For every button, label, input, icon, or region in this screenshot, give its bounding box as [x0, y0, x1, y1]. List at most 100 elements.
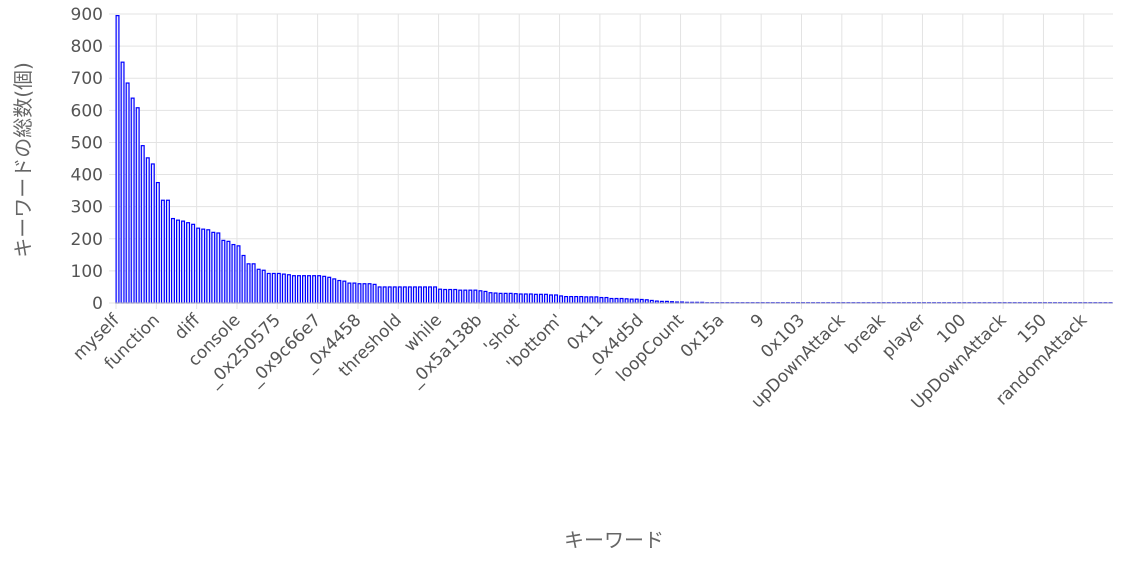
bar — [307, 275, 312, 304]
bar — [226, 240, 231, 304]
bar — [407, 286, 412, 304]
bar — [614, 297, 619, 304]
bar — [523, 293, 528, 304]
bar — [266, 272, 271, 304]
bar — [362, 283, 367, 304]
bar — [155, 181, 160, 304]
x-axis-title: キーワード — [564, 528, 664, 552]
bar — [327, 276, 332, 304]
bar — [145, 157, 150, 304]
bar — [458, 289, 463, 304]
bar — [533, 293, 538, 304]
bar — [246, 263, 251, 304]
bar — [488, 292, 493, 304]
bar — [453, 288, 458, 304]
bar — [609, 297, 614, 304]
x-tick-label: 9 — [747, 310, 769, 332]
y-tick-label: 500 — [71, 133, 103, 153]
bar — [281, 273, 286, 304]
bar — [231, 243, 236, 304]
bar — [397, 286, 402, 304]
bar — [181, 220, 186, 304]
bar — [528, 293, 533, 304]
bar — [599, 296, 604, 304]
bar — [135, 107, 140, 304]
bar — [468, 289, 473, 304]
bar — [357, 283, 362, 304]
bar — [271, 272, 276, 304]
y-tick-label: 300 — [71, 198, 103, 218]
bar — [422, 286, 427, 304]
bar — [261, 269, 266, 304]
y-tick-label: 700 — [71, 69, 103, 89]
y-tick-label: 400 — [71, 166, 103, 186]
bar — [367, 283, 372, 304]
y-tick-label: 800 — [71, 37, 103, 57]
bar — [175, 219, 181, 304]
bar — [574, 295, 579, 304]
bar — [236, 245, 241, 304]
bar — [548, 294, 554, 304]
bar — [624, 298, 629, 304]
bar — [241, 254, 246, 304]
bar — [498, 292, 503, 304]
bar — [125, 82, 130, 304]
bar — [201, 228, 206, 304]
x-tick-label: 0x15a — [677, 310, 729, 362]
y-tick-label: 900 — [71, 5, 103, 25]
bar — [564, 295, 569, 304]
bar — [513, 293, 518, 304]
bar — [584, 296, 589, 304]
bar — [579, 295, 584, 304]
bar — [594, 296, 599, 304]
bar — [150, 163, 155, 304]
bar — [342, 280, 347, 304]
bar — [347, 282, 352, 304]
y-tick-label: 600 — [71, 101, 103, 121]
bar — [483, 290, 488, 304]
bar — [387, 286, 392, 304]
bar — [473, 289, 478, 304]
bar — [337, 279, 342, 304]
y-axis-title: キーワードの総数(個) — [11, 62, 35, 258]
bar — [322, 275, 327, 304]
x-tick-label: diff — [171, 309, 205, 343]
x-tick-label: player — [878, 310, 930, 362]
bar — [251, 263, 256, 304]
bar — [392, 286, 397, 304]
bar — [206, 229, 211, 304]
bar — [211, 231, 216, 304]
bar — [538, 293, 543, 304]
bar — [604, 296, 609, 304]
bar — [433, 286, 438, 304]
bar — [417, 286, 422, 304]
bar — [160, 199, 165, 304]
bar — [503, 292, 508, 304]
bar — [619, 297, 624, 304]
y-tick-label: 0 — [92, 294, 103, 314]
bar — [559, 295, 564, 304]
axis-layer: 0100200300400500600700800900myselffuncti… — [69, 5, 1113, 413]
bar — [317, 275, 322, 304]
bar — [438, 288, 443, 304]
bar — [312, 275, 317, 304]
bar — [448, 288, 453, 304]
bar — [191, 223, 196, 304]
bar — [170, 217, 175, 304]
bar — [130, 97, 135, 304]
bar — [382, 286, 387, 304]
bar — [216, 232, 221, 304]
bar — [428, 286, 433, 304]
y-tick-label: 100 — [71, 262, 103, 282]
bar — [302, 275, 307, 304]
bar — [115, 15, 120, 304]
bar — [221, 239, 226, 304]
y-tick-label: 200 — [71, 230, 103, 250]
bar — [569, 295, 574, 304]
bar — [543, 293, 548, 304]
grid-layer — [109, 13, 1113, 309]
bar — [554, 294, 559, 304]
bar — [372, 283, 377, 304]
